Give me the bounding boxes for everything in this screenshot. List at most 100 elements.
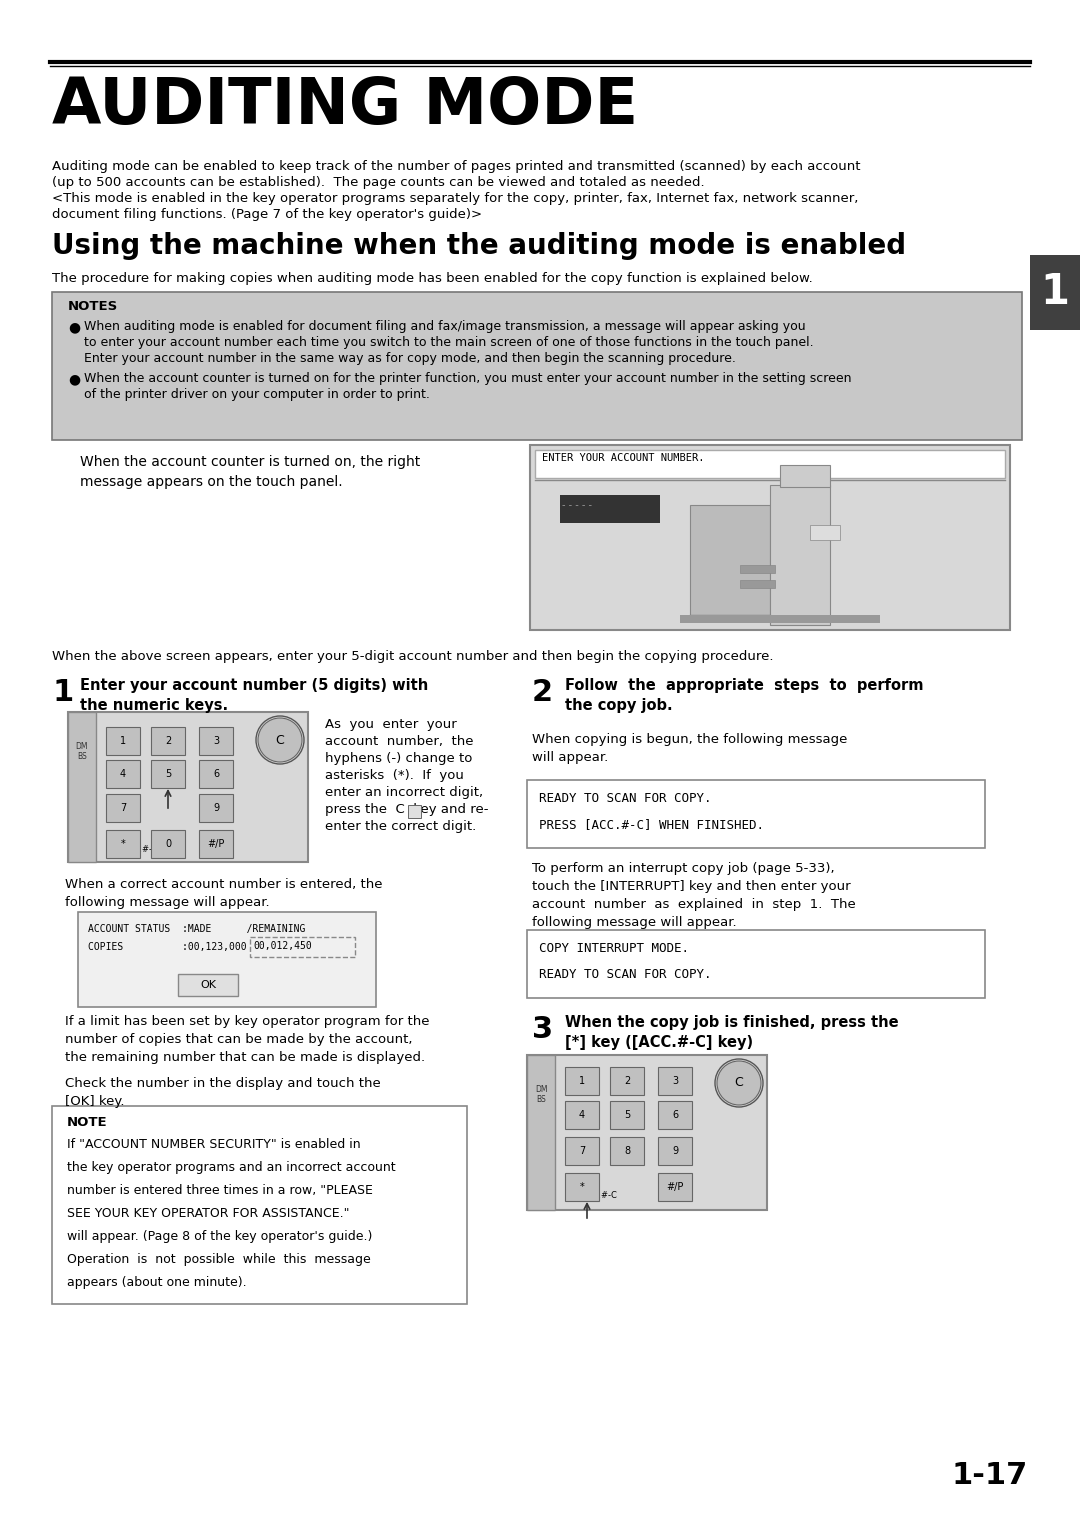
Text: When the above screen appears, enter your 5-digit account number and then begin : When the above screen appears, enter you…	[52, 649, 773, 663]
Text: enter the correct digit.: enter the correct digit.	[325, 821, 476, 833]
Text: *: *	[580, 1183, 584, 1192]
Bar	[565, 1174, 599, 1201]
Text: will appear. (Page 8 of the key operator's guide.): will appear. (Page 8 of the key operator…	[67, 1230, 373, 1242]
Text: press the  C  key and re-: press the C key and re-	[325, 804, 488, 816]
Text: 9: 9	[672, 1146, 678, 1157]
Text: C: C	[275, 733, 284, 747]
Text: ENTER YOUR ACCOUNT NUMBER.: ENTER YOUR ACCOUNT NUMBER.	[542, 452, 704, 463]
Bar	[78, 912, 376, 1007]
Text: *: *	[121, 839, 125, 850]
Bar	[780, 465, 831, 487]
Text: 6: 6	[672, 1109, 678, 1120]
Text: NOTES: NOTES	[68, 299, 118, 313]
Text: DM
BS: DM BS	[76, 743, 89, 761]
Text: ●: ●	[68, 319, 80, 335]
Bar	[658, 1174, 692, 1201]
Text: account  number  as  explained  in  step  1.  The: account number as explained in step 1. T…	[532, 898, 855, 911]
Text: 4: 4	[579, 1109, 585, 1120]
Text: the copy job.: the copy job.	[565, 698, 673, 714]
Text: READY TO SCAN FOR COPY.: READY TO SCAN FOR COPY.	[539, 792, 712, 805]
Bar	[151, 830, 185, 859]
Bar	[740, 581, 775, 588]
Text: 5: 5	[165, 769, 171, 779]
Bar	[106, 795, 140, 822]
Text: Enter your account number (5 digits) with: Enter your account number (5 digits) wit…	[80, 678, 429, 694]
Bar	[408, 805, 421, 817]
Text: [OK] key.: [OK] key.	[65, 1096, 124, 1108]
Text: number is entered three times in a row, "PLEASE: number is entered three times in a row, …	[67, 1184, 373, 1196]
Bar	[690, 504, 770, 614]
Text: 0: 0	[165, 839, 171, 850]
Text: The procedure for making copies when auditing mode has been enabled for the copy: The procedure for making copies when aud…	[52, 272, 813, 286]
Bar	[106, 727, 140, 755]
Bar	[770, 484, 831, 625]
Text: When the account counter is turned on for the printer function, you must enter y: When the account counter is turned on fo…	[84, 371, 851, 385]
Text: 3: 3	[672, 1076, 678, 1086]
Bar	[151, 759, 185, 788]
Text: 6: 6	[213, 769, 219, 779]
Text: number of copies that can be made by the account,: number of copies that can be made by the…	[65, 1033, 413, 1047]
Bar	[151, 727, 185, 755]
Text: (up to 500 accounts can be established).  The page counts can be viewed and tota: (up to 500 accounts can be established).…	[52, 176, 704, 189]
Text: 7: 7	[120, 804, 126, 813]
Bar	[610, 1137, 644, 1164]
Bar	[530, 445, 1010, 630]
Bar	[178, 973, 238, 996]
Text: 2: 2	[624, 1076, 630, 1086]
Text: Operation  is  not  possible  while  this  message: Operation is not possible while this mes…	[67, 1253, 370, 1267]
Bar	[249, 937, 355, 957]
Bar	[527, 931, 985, 998]
Bar	[527, 1054, 555, 1210]
Text: When the account counter is turned on, the right: When the account counter is turned on, t…	[80, 455, 420, 469]
Text: 9: 9	[213, 804, 219, 813]
Bar	[610, 1102, 644, 1129]
Text: hyphens (-) change to: hyphens (-) change to	[325, 752, 472, 766]
Text: NOTE: NOTE	[67, 1115, 108, 1129]
Text: When the copy job is finished, press the: When the copy job is finished, press the	[565, 1015, 899, 1030]
Text: 1-17: 1-17	[951, 1461, 1028, 1490]
Text: AUDITING MODE: AUDITING MODE	[52, 75, 638, 138]
Bar	[658, 1067, 692, 1096]
Text: Auditing mode can be enabled to keep track of the number of pages printed and tr: Auditing mode can be enabled to keep tra…	[52, 160, 861, 173]
Bar	[68, 712, 308, 862]
Text: will appear.: will appear.	[532, 750, 608, 764]
Text: SEE YOUR KEY OPERATOR FOR ASSISTANCE.": SEE YOUR KEY OPERATOR FOR ASSISTANCE."	[67, 1207, 350, 1219]
Bar	[199, 830, 233, 859]
Text: DM
BS: DM BS	[535, 1085, 548, 1105]
Text: the numeric keys.: the numeric keys.	[80, 698, 228, 714]
Bar	[680, 614, 880, 623]
Text: [*] key ([ACC.#-C] key): [*] key ([ACC.#-C] key)	[565, 1034, 753, 1050]
Text: touch the [INTERRUPT] key and then enter your: touch the [INTERRUPT] key and then enter…	[532, 880, 851, 892]
Text: to enter your account number each time you switch to the main screen of one of t: to enter your account number each time y…	[84, 336, 813, 348]
Bar	[565, 1137, 599, 1164]
Text: 1: 1	[579, 1076, 585, 1086]
Text: #/P: #/P	[207, 839, 225, 850]
Text: OK: OK	[200, 979, 216, 990]
Bar	[199, 795, 233, 822]
Text: To perform an interrupt copy job (page 5-33),: To perform an interrupt copy job (page 5…	[532, 862, 835, 876]
Text: 00,012,450: 00,012,450	[253, 941, 312, 950]
Circle shape	[717, 1060, 761, 1105]
Bar	[565, 1102, 599, 1129]
Bar	[565, 1067, 599, 1096]
Text: 1: 1	[52, 678, 73, 707]
Text: ●: ●	[68, 371, 80, 387]
Text: READY TO SCAN FOR COPY.: READY TO SCAN FOR COPY.	[539, 969, 712, 981]
Text: enter an incorrect digit,: enter an incorrect digit,	[325, 785, 483, 799]
Text: PRESS [ACC.#-C] WHEN FINISHED.: PRESS [ACC.#-C] WHEN FINISHED.	[539, 817, 764, 831]
Bar	[199, 759, 233, 788]
Text: 5: 5	[624, 1109, 630, 1120]
Text: C: C	[734, 1077, 743, 1089]
Bar	[527, 779, 985, 848]
Text: appears (about one minute).: appears (about one minute).	[67, 1276, 246, 1290]
Bar	[535, 451, 1005, 478]
Text: of the printer driver on your computer in order to print.: of the printer driver on your computer i…	[84, 388, 430, 400]
Bar	[52, 292, 1022, 440]
Text: As  you  enter  your: As you enter your	[325, 718, 457, 730]
Text: Enter your account number in the same way as for copy mode, and then begin the s: Enter your account number in the same wa…	[84, 351, 735, 365]
Text: asterisks  (*).  If  you: asterisks (*). If you	[325, 769, 464, 782]
Text: 2: 2	[532, 678, 553, 707]
Text: document filing functions. (Page 7 of the key operator's guide)>: document filing functions. (Page 7 of th…	[52, 208, 482, 222]
Bar	[68, 712, 96, 862]
Text: If a limit has been set by key operator program for the: If a limit has been set by key operator …	[65, 1015, 430, 1028]
